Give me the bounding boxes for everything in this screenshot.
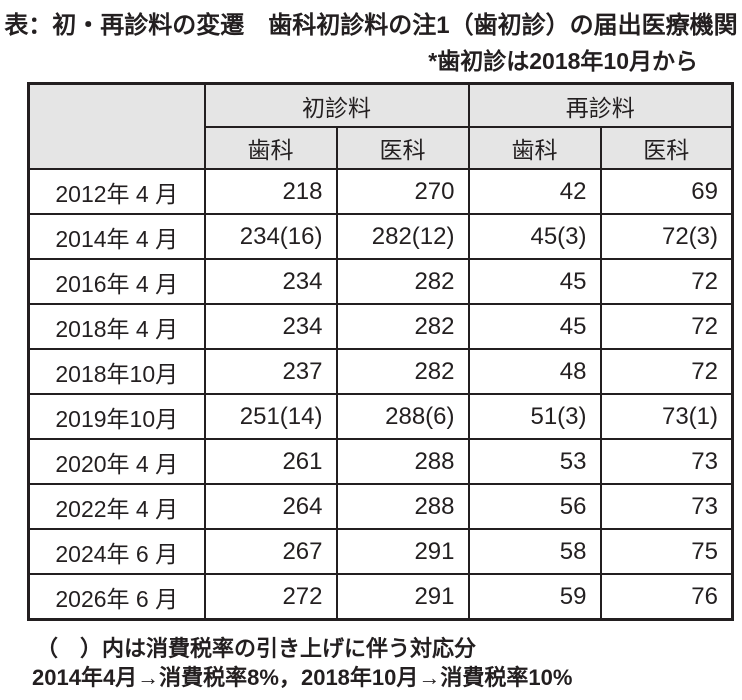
date-cell: 2018年10月 xyxy=(27,348,206,396)
value-cell: 72(3) xyxy=(599,213,734,261)
value-cell: 282 xyxy=(335,303,470,351)
value-cell: 59 xyxy=(467,573,602,621)
value-cell: 56 xyxy=(467,483,602,531)
value-cell: 234 xyxy=(203,258,338,306)
value-cell: 45(3) xyxy=(467,213,602,261)
value-cell: 58 xyxy=(467,528,602,576)
footnotes: （ ）内は消費税率の引き上げに伴う対応分 2014年4月→消費税率8%，2018… xyxy=(32,634,742,692)
value-cell: 45 xyxy=(467,303,602,351)
table-row: 2020年 4 月 261 288 53 73 xyxy=(27,438,734,486)
value-cell: 234(16) xyxy=(203,213,338,261)
page-title: 表：初・再診料の変遷 歯科初診料の注1（歯初診）の届出医療機関 xyxy=(4,12,738,39)
header-sub-row: 歯科 医科 歯科 医科 xyxy=(29,126,734,171)
value-cell: 45 xyxy=(467,258,602,306)
value-cell: 69 xyxy=(599,168,734,216)
value-cell: 234 xyxy=(203,303,338,351)
value-cell: 288(6) xyxy=(335,393,470,441)
sub-header-first-medical: 医科 xyxy=(335,126,470,171)
value-cell: 264 xyxy=(203,483,338,531)
table-row: 2012年 4 月 218 270 42 69 xyxy=(27,168,734,216)
value-cell: 72 xyxy=(599,348,734,396)
value-cell: 288 xyxy=(335,483,470,531)
value-cell: 282 xyxy=(335,348,470,396)
value-cell: 291 xyxy=(335,573,470,621)
value-cell: 42 xyxy=(467,168,602,216)
value-cell: 48 xyxy=(467,348,602,396)
footnote-tax-note: （ ）内は消費税率の引き上げに伴う対応分 xyxy=(36,635,477,661)
value-cell: 218 xyxy=(203,168,338,216)
sub-header-revisit-dental: 歯科 xyxy=(467,126,602,171)
value-cell: 261 xyxy=(203,438,338,486)
sub-header-first-dental: 歯科 xyxy=(203,126,338,171)
date-cell: 2014年 4 月 xyxy=(27,213,206,261)
value-cell: 270 xyxy=(335,168,470,216)
table-row: 2026年 6 月 272 291 59 76 xyxy=(27,573,734,621)
value-cell: 282(12) xyxy=(335,213,470,261)
value-cell: 282 xyxy=(335,258,470,306)
value-cell: 75 xyxy=(599,528,734,576)
title-block: 表：初・再診料の変遷 歯科初診料の注1（歯初診）の届出医療機関 *歯初診は201… xyxy=(0,0,742,76)
date-cell: 2016年 4 月 xyxy=(27,258,206,306)
date-cell: 2012年 4 月 xyxy=(27,168,206,216)
date-cell: 2024年 6 月 xyxy=(27,528,206,576)
table-row: 2022年 4 月 264 288 56 73 xyxy=(27,483,734,531)
table-row: 2016年 4 月 234 282 45 72 xyxy=(27,258,734,306)
col-group-revisit-fee: 再診料 xyxy=(467,82,734,129)
value-cell: 72 xyxy=(599,258,734,306)
value-cell: 288 xyxy=(335,438,470,486)
page-subtitle: *歯初診は2018年10月から xyxy=(428,47,698,74)
value-cell: 53 xyxy=(467,438,602,486)
col-group-first-visit-fee: 初診料 xyxy=(203,82,470,129)
table-row: 2019年10月 251(14) 288(6) 51(3) 73(1) xyxy=(27,393,734,441)
value-cell: 73(1) xyxy=(599,393,734,441)
date-cell: 2020年 4 月 xyxy=(27,438,206,486)
value-cell: 272 xyxy=(203,573,338,621)
value-cell: 291 xyxy=(335,528,470,576)
value-cell: 76 xyxy=(599,573,734,621)
table-row: 2018年10月 237 282 48 72 xyxy=(27,348,734,396)
header-group-row: 初診料 再診料 xyxy=(27,82,734,171)
fee-table: 初診料 再診料 歯科 医科 歯科 医科 2012年 4 月 218 270 42… xyxy=(27,81,734,621)
value-cell: 267 xyxy=(203,528,338,576)
date-cell: 2019年10月 xyxy=(27,393,206,441)
value-cell: 73 xyxy=(599,438,734,486)
date-cell: 2026年 6 月 xyxy=(27,573,206,621)
value-cell: 251(14) xyxy=(203,393,338,441)
value-cell: 72 xyxy=(599,303,734,351)
table-row: 2024年 6 月 267 291 58 75 xyxy=(27,528,734,576)
table-row: 2018年 4 月 234 282 45 72 xyxy=(27,303,734,351)
value-cell: 51(3) xyxy=(467,393,602,441)
corner-cell xyxy=(27,82,206,171)
date-cell: 2018年 4 月 xyxy=(27,303,206,351)
table-row: 2014年 4 月 234(16) 282(12) 45(3) 72(3) xyxy=(27,213,734,261)
value-cell: 73 xyxy=(599,483,734,531)
footnote-tax-rates: 2014年4月→消費税率8%，2018年10月→消費税率10% xyxy=(32,664,573,690)
sub-header-revisit-medical: 医科 xyxy=(599,126,734,171)
value-cell: 237 xyxy=(203,348,338,396)
date-cell: 2022年 4 月 xyxy=(27,483,206,531)
